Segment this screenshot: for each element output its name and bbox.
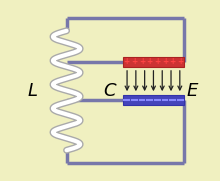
Text: L: L	[27, 81, 37, 100]
Bar	[123, 57, 184, 67]
Text: +: +	[162, 58, 168, 66]
Bar	[123, 95, 184, 105]
Text: +: +	[131, 58, 137, 66]
Text: C: C	[104, 81, 116, 100]
Text: +: +	[147, 58, 153, 66]
Text: +: +	[170, 58, 176, 66]
Text: +: +	[177, 58, 183, 66]
Text: E: E	[187, 81, 198, 100]
Text: +: +	[139, 58, 145, 66]
Text: +: +	[123, 58, 130, 66]
Text: +: +	[154, 58, 160, 66]
